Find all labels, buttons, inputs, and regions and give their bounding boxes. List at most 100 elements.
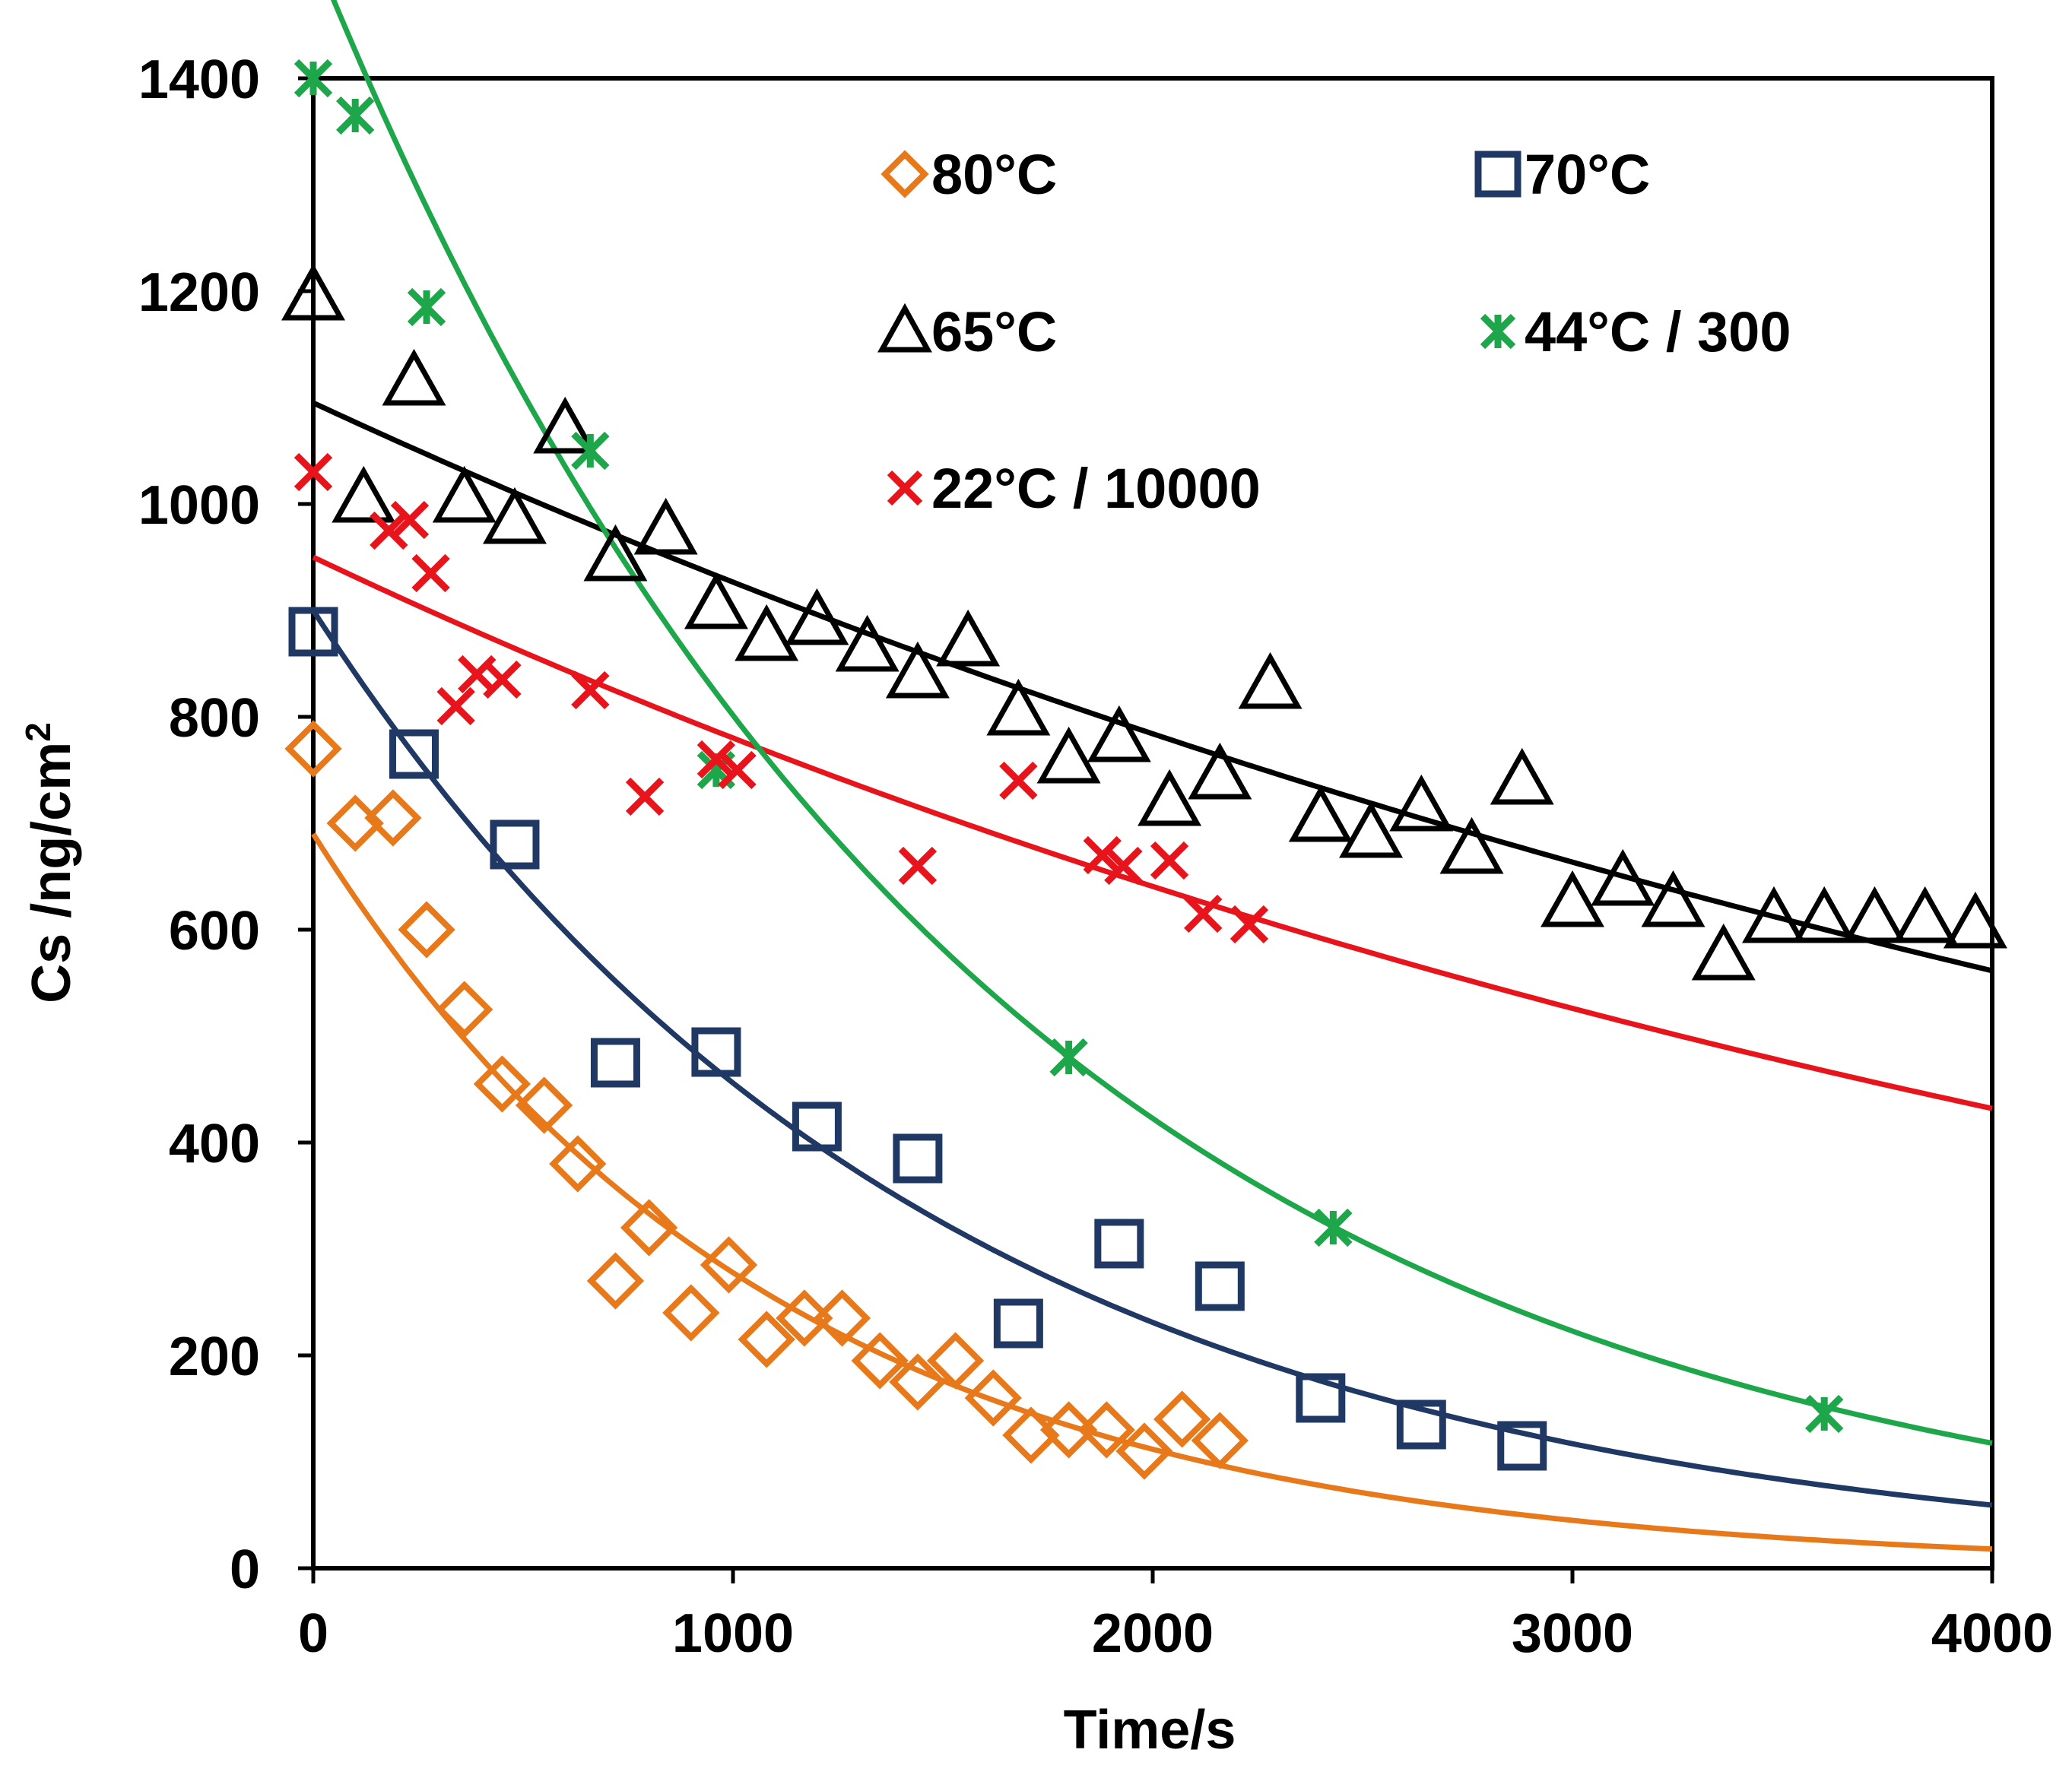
legend-label: 22°C / 10000 <box>931 457 1261 520</box>
data-point-diamond <box>473 1055 531 1113</box>
data-point-diamond <box>964 1369 1022 1427</box>
data-point-diamond <box>1191 1412 1249 1469</box>
data-point-triangle <box>432 465 497 523</box>
data-point-triangle <box>684 572 748 629</box>
data-point-triangle <box>382 348 446 406</box>
series-diamond <box>284 720 1249 1480</box>
y-tick-label: 800 <box>169 688 260 749</box>
data-point-star <box>1049 1038 1088 1077</box>
series-star <box>294 59 1844 1434</box>
data-point-triangle <box>633 497 698 555</box>
legend-item-triangle: 65°C <box>877 300 1057 363</box>
data-point-triangle <box>1792 886 1857 943</box>
data-point-diamond <box>549 1135 607 1193</box>
data-point-triangle <box>1691 923 1756 981</box>
data-point-diamond <box>364 789 422 847</box>
data-point-x <box>1150 841 1189 880</box>
data-point-diamond <box>586 1252 645 1310</box>
legend-marker-star <box>1480 313 1516 350</box>
data-point-diamond <box>1077 1401 1135 1459</box>
y-tick-label: 400 <box>169 1114 260 1174</box>
series-triangle <box>281 263 2007 981</box>
axes-layer: 0 200 400 600 800 1000 1200 1400 0 1000 2000 3000 40… <box>138 49 2053 1664</box>
data-point-triangle <box>835 614 900 672</box>
data-point-x <box>898 846 938 886</box>
data-point-diamond <box>620 1199 678 1257</box>
data-point-x <box>483 660 522 699</box>
x-axis-title: Time/s <box>1064 1700 1236 1761</box>
data-point-triangle <box>1893 886 1957 943</box>
data-point-triangle <box>735 604 799 661</box>
fit-curve-star <box>330 0 1993 1446</box>
data-point-x <box>370 511 408 550</box>
data-point-square <box>288 607 338 657</box>
data-point-triangle <box>1439 816 1504 874</box>
data-point-star <box>336 96 375 135</box>
data-point-triangle <box>785 588 849 645</box>
fit-curve-diamond <box>311 832 1993 1552</box>
data-point-diamond <box>1153 1390 1211 1448</box>
data-point-triangle <box>986 678 1051 736</box>
data-point-x <box>1104 846 1143 886</box>
data-point-triangle <box>1138 769 1202 826</box>
data-point-square <box>389 729 439 779</box>
data-point-square <box>590 1038 640 1088</box>
data-point-x <box>696 740 736 779</box>
data-point-triangle <box>533 396 598 454</box>
legend-item-star: 44°C / 300 <box>1480 300 1791 363</box>
series-square <box>288 607 1547 1471</box>
data-point-square <box>1497 1421 1547 1471</box>
y-tick-label: 0 <box>230 1539 260 1600</box>
data-point-triangle <box>1591 848 1655 906</box>
data-point-diamond <box>284 720 342 778</box>
data-point-x <box>1184 894 1223 933</box>
data-point-triangle <box>1741 886 1806 943</box>
legend-item-x: 22°C / 10000 <box>887 457 1261 520</box>
fit-curve-triangle <box>312 400 1993 974</box>
fit-curves <box>311 0 1993 1552</box>
data-point-triangle <box>1238 651 1303 709</box>
data-point-star <box>1314 1208 1353 1247</box>
data-point-diamond <box>662 1284 720 1342</box>
data-point-triangle <box>1943 891 2007 949</box>
data-point-triangle <box>1641 870 1706 927</box>
data-point-square <box>1296 1373 1346 1423</box>
x-tick-label: 0 <box>298 1603 328 1664</box>
data-point-x <box>1230 905 1269 944</box>
data-point-diamond <box>776 1289 833 1347</box>
y-tick-label: 600 <box>169 901 260 962</box>
fit-curve-x <box>312 554 1993 1111</box>
x-tick-label: 3000 <box>1512 1603 1633 1664</box>
y-axis-title-text: Cs /ng/cm <box>21 742 82 1003</box>
data-point-diamond <box>738 1311 795 1368</box>
data-point-triangle <box>1288 784 1353 842</box>
data-point-triangle <box>1339 800 1404 858</box>
data-point-x <box>571 670 610 710</box>
legend-label: 44°C / 300 <box>1525 300 1791 363</box>
legend-marker-square <box>1474 151 1521 198</box>
data-markers <box>281 59 2007 1480</box>
legend-marker-diamond <box>881 150 929 198</box>
data-point-triangle <box>936 609 1001 667</box>
data-point-triangle <box>332 465 396 523</box>
y-tick-label: 1400 <box>138 49 260 110</box>
data-point-square <box>792 1101 842 1152</box>
y-tick-label: 200 <box>169 1326 260 1387</box>
y-tick-label: 1200 <box>138 262 260 323</box>
legend-item-square: 70°C <box>1474 143 1650 206</box>
data-point-triangle <box>1541 870 1604 927</box>
data-point-triangle <box>281 263 345 321</box>
data-point-star <box>407 287 446 327</box>
data-point-star <box>1805 1394 1844 1434</box>
data-point-triangle <box>1036 726 1101 784</box>
data-point-diamond <box>1039 1401 1098 1459</box>
data-point-square <box>893 1133 943 1184</box>
data-point-triangle <box>482 487 547 544</box>
y-axis-title-superscript: 2 <box>18 722 58 742</box>
x-tick-label: 4000 <box>1931 1603 2053 1664</box>
data-point-x <box>999 761 1038 800</box>
data-point-triangle <box>885 641 950 699</box>
data-point-triangle <box>1389 774 1454 832</box>
data-point-square <box>1094 1219 1144 1269</box>
